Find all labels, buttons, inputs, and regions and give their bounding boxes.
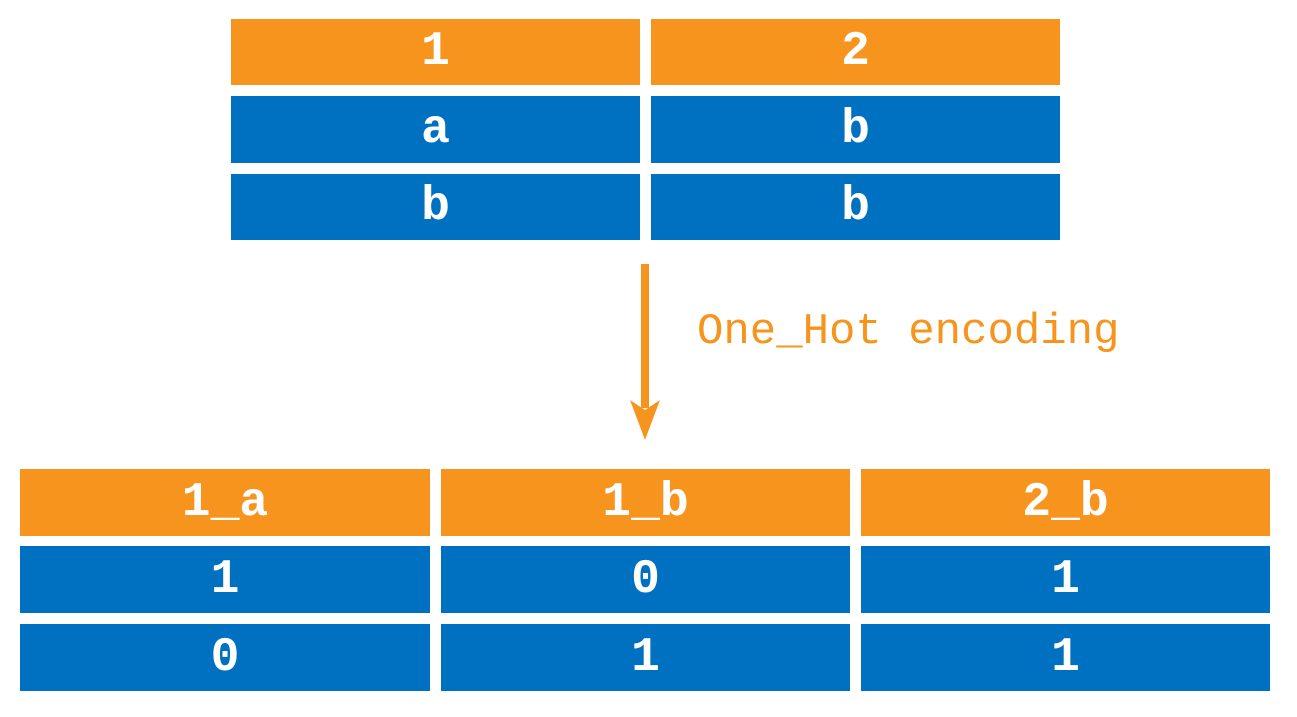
output-data-cell: 1	[441, 624, 850, 691]
arrow-down-icon	[630, 264, 660, 440]
input-header-cell: 1	[231, 19, 640, 85]
output-data-cell: 1	[20, 546, 430, 613]
input-data-cell: b	[231, 174, 640, 240]
output-header-cell: 1_a	[20, 469, 430, 536]
output-header-cell: 2_b	[861, 469, 1270, 536]
output-data-cell: 1	[861, 546, 1270, 613]
output-data-cell: 1	[861, 624, 1270, 691]
output-header-cell: 1_b	[441, 469, 850, 536]
output-data-cell: 0	[20, 624, 430, 691]
input-data-cell: b	[651, 174, 1060, 240]
output-data-cell: 0	[441, 546, 850, 613]
input-data-cell: b	[651, 96, 1060, 163]
input-data-cell: a	[231, 96, 640, 163]
input-header-cell: 2	[651, 19, 1060, 85]
transform-label: One_Hot encoding	[697, 307, 1120, 357]
